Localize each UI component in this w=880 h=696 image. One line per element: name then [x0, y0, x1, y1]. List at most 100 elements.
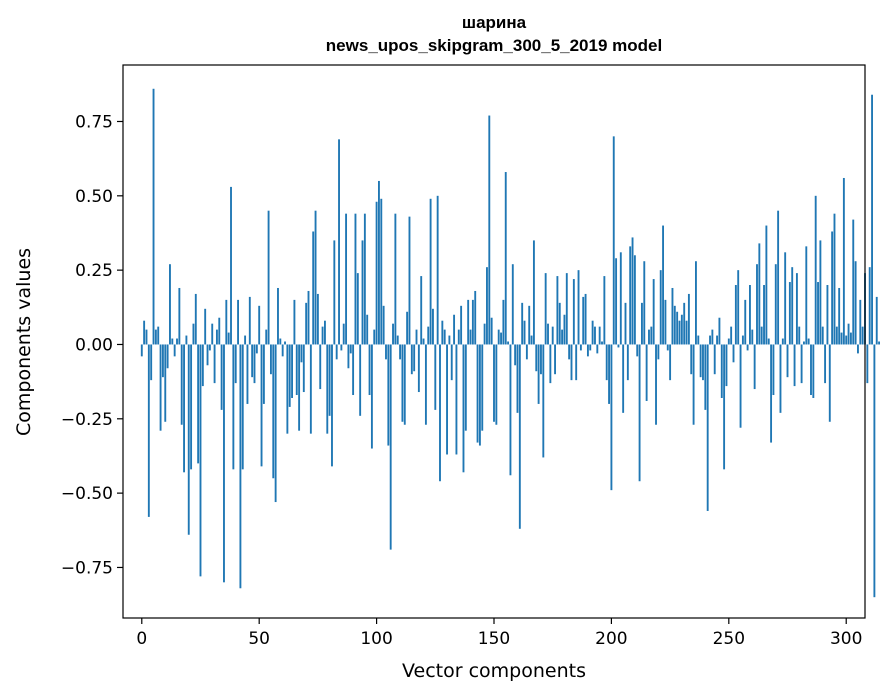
bar: [509, 344, 512, 476]
bar: [446, 344, 448, 455]
bar: [781, 338, 784, 345]
bar: [180, 344, 183, 425]
bar: [723, 344, 726, 470]
bar: [624, 302, 627, 345]
bar: [849, 332, 852, 345]
bar: [469, 329, 472, 345]
bar: [582, 296, 585, 345]
bar: [758, 243, 761, 345]
bar: [453, 314, 456, 345]
bar: [577, 270, 580, 345]
x-axis-ticks: 0 50 100 150 200 250 300: [136, 618, 862, 649]
bar: [246, 344, 249, 404]
bar: [608, 344, 610, 404]
bar: [251, 344, 254, 378]
bar: [401, 344, 404, 422]
y-tick-label: 0.25: [75, 261, 113, 281]
bar: [215, 329, 218, 345]
bar: [659, 270, 662, 345]
bar: [753, 344, 756, 390]
bar: [706, 344, 709, 511]
bar: [502, 299, 505, 345]
bar: [655, 344, 657, 425]
bar: [253, 344, 256, 384]
bar: [164, 344, 167, 422]
bar: [718, 317, 721, 345]
bar: [239, 344, 242, 589]
bar: [725, 344, 728, 387]
bar: [690, 344, 693, 375]
bar: [558, 302, 561, 345]
bar: [161, 344, 164, 378]
bar: [563, 314, 566, 345]
y-axis-label: Components values: [13, 248, 35, 436]
bar: [871, 94, 873, 345]
bar: [788, 282, 791, 345]
bar: [636, 344, 639, 357]
bar: [561, 329, 564, 345]
bar: [798, 326, 801, 345]
bar: [486, 267, 488, 345]
bar: [638, 344, 641, 482]
bar: [605, 344, 608, 381]
bar: [392, 323, 394, 345]
bar: [793, 344, 796, 387]
bar: [749, 285, 751, 345]
bar: [302, 344, 305, 393]
bar: [756, 264, 758, 345]
y-axis-ticks: −0.75 −0.50 −0.25 0.00 0.25 0.50 0.75: [61, 112, 123, 578]
bar: [178, 287, 181, 345]
bar: [312, 231, 315, 345]
bar: [542, 344, 545, 458]
bar: [244, 335, 247, 345]
bar: [474, 290, 477, 345]
bar: [610, 344, 613, 491]
bar: [424, 344, 427, 425]
bar: [532, 240, 535, 345]
bar: [232, 344, 235, 470]
bar: [230, 186, 232, 345]
bar: [554, 344, 556, 375]
bar: [286, 344, 289, 434]
x-axis-label: Vector components: [402, 660, 586, 682]
bar: [220, 344, 223, 410]
bar: [695, 261, 697, 345]
bar: [652, 279, 655, 345]
bar: [455, 344, 458, 455]
bar: [488, 115, 491, 345]
bar: [739, 344, 742, 428]
bar: [875, 296, 878, 345]
bar: [535, 344, 538, 372]
bar: [241, 344, 244, 470]
bar: [481, 344, 484, 431]
bar: [765, 225, 768, 345]
bar: [157, 326, 160, 345]
bar: [805, 246, 808, 345]
bar: [835, 326, 838, 345]
bar: [359, 344, 362, 416]
bar: [767, 338, 770, 345]
y-tick-label: −0.25: [61, 410, 113, 430]
bar: [420, 276, 423, 345]
bar: [370, 344, 373, 449]
bar: [457, 329, 460, 345]
bar: [831, 231, 834, 345]
bar: [274, 344, 277, 503]
bar: [666, 344, 669, 351]
bar: [366, 314, 369, 345]
bar: [314, 210, 317, 345]
bar: [716, 335, 719, 345]
bar: [150, 344, 153, 381]
y-tick-label: 0.50: [75, 187, 113, 207]
bar: [471, 299, 474, 345]
bar: [237, 299, 239, 345]
bar: [432, 308, 434, 345]
bar: [450, 344, 453, 381]
bar: [197, 344, 200, 464]
bar: [305, 302, 308, 345]
bar: [262, 344, 265, 404]
bar: [422, 338, 425, 345]
bar: [500, 332, 502, 345]
bar: [347, 344, 350, 369]
x-tick-label: 200: [595, 629, 627, 649]
